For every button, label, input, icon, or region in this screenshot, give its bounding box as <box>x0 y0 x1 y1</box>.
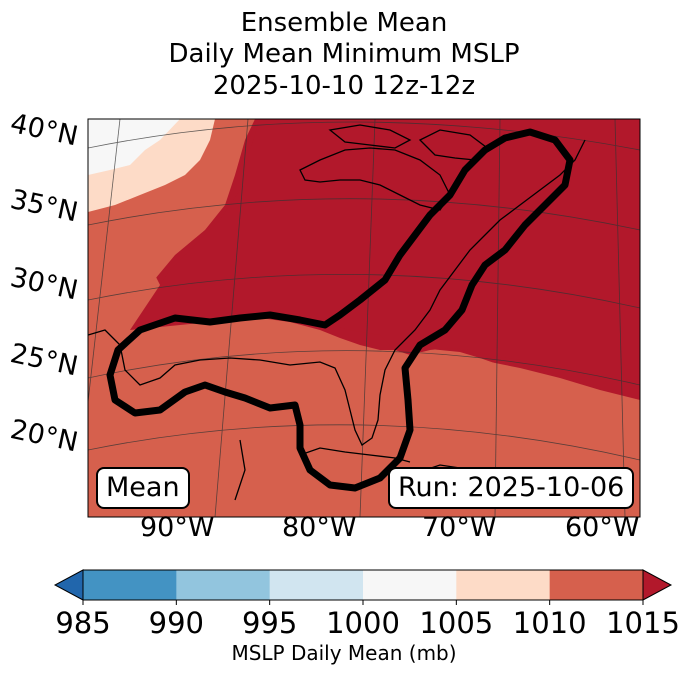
colorbar-extend-low <box>53 569 84 601</box>
colorbar-tick-label: 1000 <box>326 606 400 640</box>
colorbar-segment <box>549 570 644 600</box>
colorbar-tick-label: 1010 <box>512 606 587 640</box>
map-area <box>88 119 640 517</box>
title-line-2: Daily Mean Minimum MSLP <box>168 39 520 69</box>
colorbar-tick-label: 1005 <box>419 606 494 640</box>
colorbar-tick-label: 1015 <box>606 606 680 640</box>
lon-label-90: 90°W <box>140 512 215 543</box>
title-line-1: Ensemble Mean <box>240 8 448 38</box>
colorbar-segment <box>456 570 551 600</box>
contour-1005 <box>106 128 574 492</box>
field-1010-1015-gulf <box>130 119 640 370</box>
lon-label-70: 70°W <box>422 512 497 543</box>
colorbar <box>53 569 673 605</box>
colorbar-tick-label: 985 <box>55 606 111 640</box>
run-label: Run: 2025-10-06 <box>388 467 635 509</box>
mean-label: Mean <box>96 467 190 509</box>
colorbar-segment <box>83 570 177 600</box>
colorbar-tick-label: 995 <box>241 606 298 640</box>
colorbar-segment <box>363 570 457 600</box>
lon-label-60: 60°W <box>565 512 640 543</box>
colorbar-label: MSLP Daily Mean (mb) <box>231 641 457 665</box>
lon-label-80: 80°W <box>282 512 357 543</box>
colorbar-segment <box>269 570 364 600</box>
field-995-1000 <box>88 119 180 175</box>
colorbar-tick-label: 990 <box>148 606 205 640</box>
map-border <box>87 118 641 518</box>
colorbar-extend-high <box>642 569 673 601</box>
graticule <box>88 119 640 517</box>
colorbar-segment <box>176 570 271 600</box>
title-line-3: 2025-10-10 12z-12z <box>212 71 476 101</box>
